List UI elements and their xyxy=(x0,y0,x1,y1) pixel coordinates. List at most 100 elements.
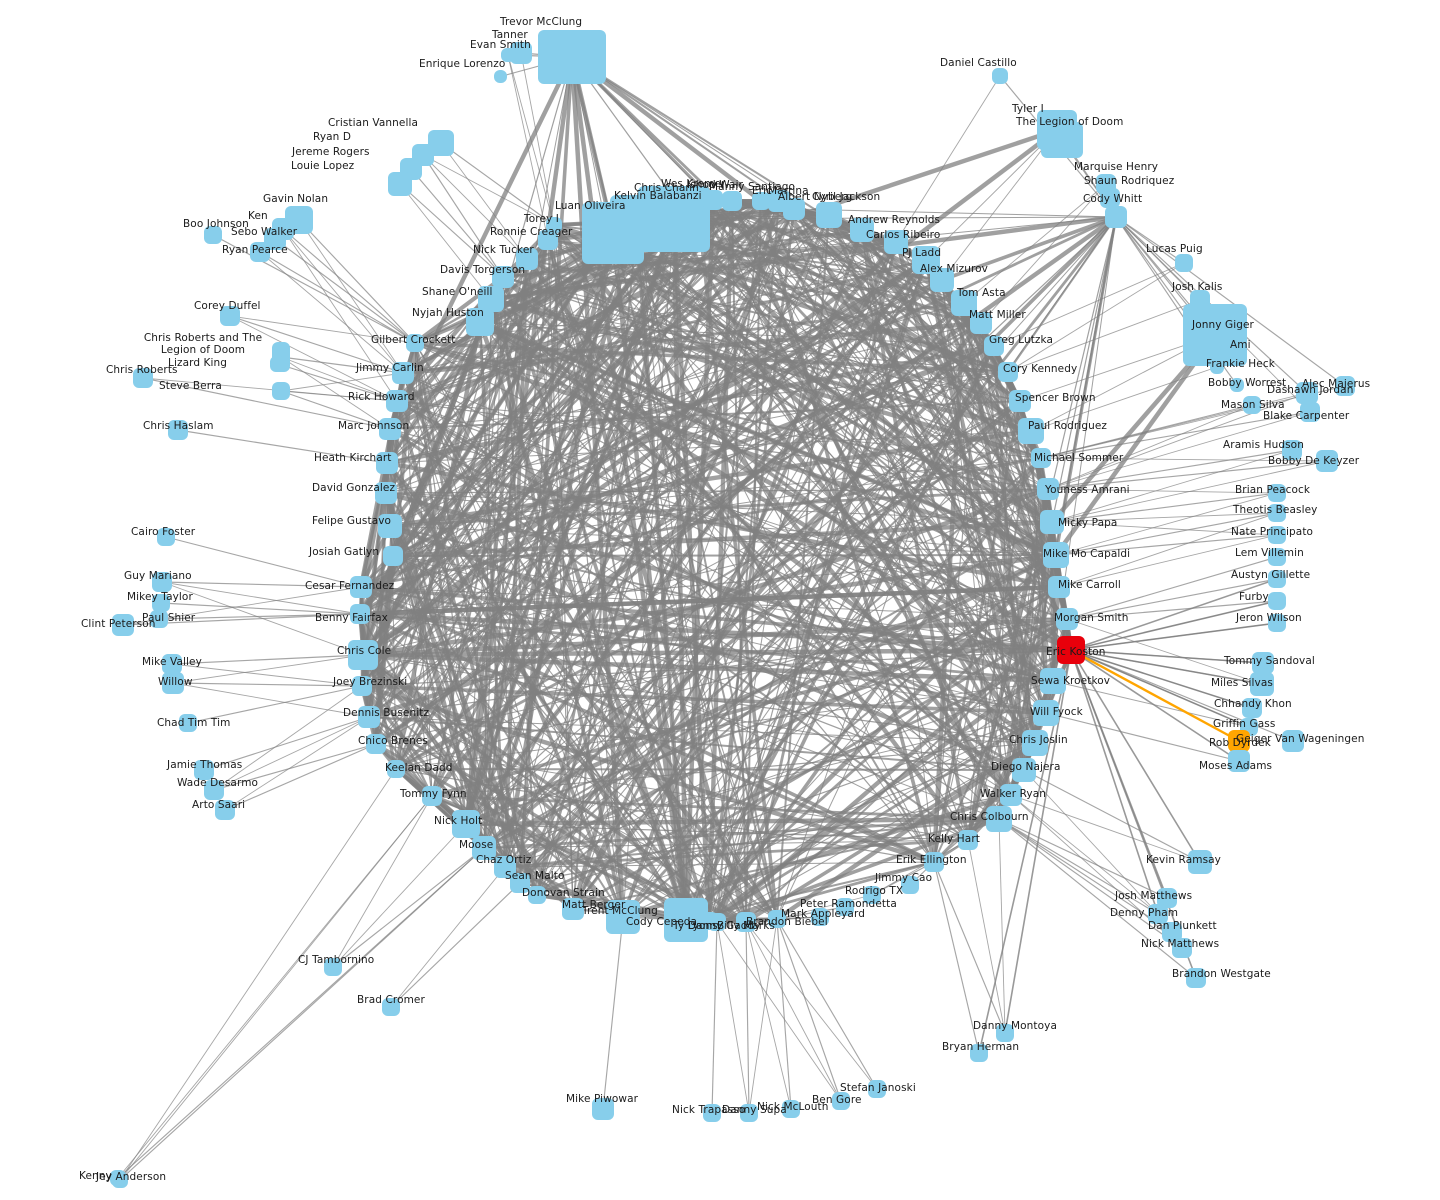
graph-node[interactable] xyxy=(510,42,532,64)
graph-node[interactable] xyxy=(1037,478,1059,500)
graph-node[interactable] xyxy=(538,30,606,84)
graph-node[interactable] xyxy=(1043,542,1069,568)
graph-node[interactable] xyxy=(112,614,134,636)
graph-node[interactable] xyxy=(783,198,805,220)
graph-node[interactable] xyxy=(740,1104,758,1122)
graph-node[interactable] xyxy=(1230,378,1244,392)
graph-node[interactable] xyxy=(1210,360,1224,374)
graph-node[interactable] xyxy=(157,528,175,546)
graph-node[interactable] xyxy=(264,228,286,250)
graph-node[interactable] xyxy=(592,1098,614,1120)
graph-node[interactable] xyxy=(270,356,286,372)
graph-node[interactable] xyxy=(924,852,944,872)
graph-node[interactable] xyxy=(478,286,504,312)
graph-node[interactable] xyxy=(194,760,214,780)
graph-node[interactable] xyxy=(1018,418,1044,444)
graph-node[interactable] xyxy=(378,514,402,538)
graph-node[interactable] xyxy=(1268,526,1286,544)
graph-node[interactable] xyxy=(375,482,397,504)
graph-node[interactable] xyxy=(1282,730,1304,752)
graph-node[interactable] xyxy=(1268,570,1286,588)
graph-node[interactable] xyxy=(472,836,496,860)
graph-node[interactable] xyxy=(1242,698,1262,718)
graph-node[interactable] xyxy=(386,390,408,412)
graph-node[interactable] xyxy=(1148,904,1168,924)
graph-node[interactable] xyxy=(850,218,874,242)
graph-node[interactable] xyxy=(752,192,770,210)
graph-node[interactable] xyxy=(610,195,664,249)
graph-node[interactable] xyxy=(1296,382,1318,404)
graph-node[interactable] xyxy=(686,190,708,212)
graph-node[interactable] xyxy=(1057,636,1085,664)
graph-node[interactable] xyxy=(1009,390,1031,412)
graph-node[interactable] xyxy=(1031,448,1051,468)
graph-node[interactable] xyxy=(998,362,1018,382)
graph-node[interactable] xyxy=(970,1044,988,1062)
graph-node[interactable] xyxy=(901,876,919,894)
graph-node[interactable] xyxy=(1033,700,1059,726)
graph-node[interactable] xyxy=(392,362,414,384)
graph-node[interactable] xyxy=(1228,750,1250,772)
graph-node[interactable] xyxy=(494,856,516,878)
graph-node[interactable] xyxy=(1041,122,1083,158)
graph-node[interactable] xyxy=(736,912,756,932)
graph-node[interactable] xyxy=(992,68,1008,84)
graph-node[interactable] xyxy=(722,191,742,211)
graph-node[interactable] xyxy=(1316,450,1338,472)
graph-node[interactable] xyxy=(930,268,954,292)
graph-node[interactable] xyxy=(358,706,380,728)
graph-node[interactable] xyxy=(1228,730,1250,752)
graph-node[interactable] xyxy=(162,672,184,694)
graph-node[interactable] xyxy=(996,1024,1014,1042)
graph-node[interactable] xyxy=(708,913,726,931)
graph-node[interactable] xyxy=(1100,188,1120,208)
graph-node[interactable] xyxy=(863,886,881,904)
graph-node[interactable] xyxy=(376,452,398,474)
graph-node[interactable] xyxy=(958,830,978,850)
graph-node[interactable] xyxy=(352,676,372,696)
graph-node[interactable] xyxy=(494,70,507,83)
graph-node[interactable] xyxy=(606,900,640,934)
graph-node[interactable] xyxy=(1300,402,1320,422)
graph-node[interactable] xyxy=(768,910,786,928)
graph-node[interactable] xyxy=(422,786,442,806)
graph-node[interactable] xyxy=(179,714,197,732)
graph-node[interactable] xyxy=(162,654,182,674)
graph-node[interactable] xyxy=(112,1172,128,1188)
graph-node[interactable] xyxy=(215,800,235,820)
graph-node[interactable] xyxy=(348,640,378,670)
graph-node[interactable] xyxy=(1157,888,1177,908)
graph-node[interactable] xyxy=(382,998,400,1016)
graph-node[interactable] xyxy=(1000,784,1022,806)
graph-node[interactable] xyxy=(152,594,170,612)
graph-node[interactable] xyxy=(1268,592,1286,610)
graph-node[interactable] xyxy=(1183,304,1247,366)
graph-node[interactable] xyxy=(884,230,908,254)
graph-node[interactable] xyxy=(220,306,240,326)
graph-node[interactable] xyxy=(703,1104,721,1122)
graph-node[interactable] xyxy=(1268,504,1286,522)
graph-node[interactable] xyxy=(1040,668,1066,694)
graph-node[interactable] xyxy=(1268,484,1286,502)
graph-node[interactable] xyxy=(1243,396,1261,414)
graph-node[interactable] xyxy=(1162,922,1182,942)
graph-node[interactable] xyxy=(388,172,412,196)
graph-node[interactable] xyxy=(1188,850,1212,874)
graph-node[interactable] xyxy=(816,202,842,228)
graph-node[interactable] xyxy=(1105,206,1127,228)
graph-node[interactable] xyxy=(1250,672,1274,696)
graph-node[interactable] xyxy=(986,806,1012,832)
graph-node[interactable] xyxy=(1268,614,1286,632)
graph-node[interactable] xyxy=(250,242,270,262)
graph-node[interactable] xyxy=(538,230,558,250)
graph-node[interactable] xyxy=(501,48,515,62)
graph-node[interactable] xyxy=(1186,968,1206,988)
graph-node[interactable] xyxy=(204,226,222,244)
graph-node[interactable] xyxy=(379,418,401,440)
graph-node[interactable] xyxy=(492,266,514,288)
graph-node[interactable] xyxy=(1040,510,1064,534)
graph-node[interactable] xyxy=(703,190,723,210)
graph-node[interactable] xyxy=(832,1092,850,1110)
graph-node[interactable] xyxy=(811,908,829,926)
graph-node[interactable] xyxy=(1056,608,1078,630)
